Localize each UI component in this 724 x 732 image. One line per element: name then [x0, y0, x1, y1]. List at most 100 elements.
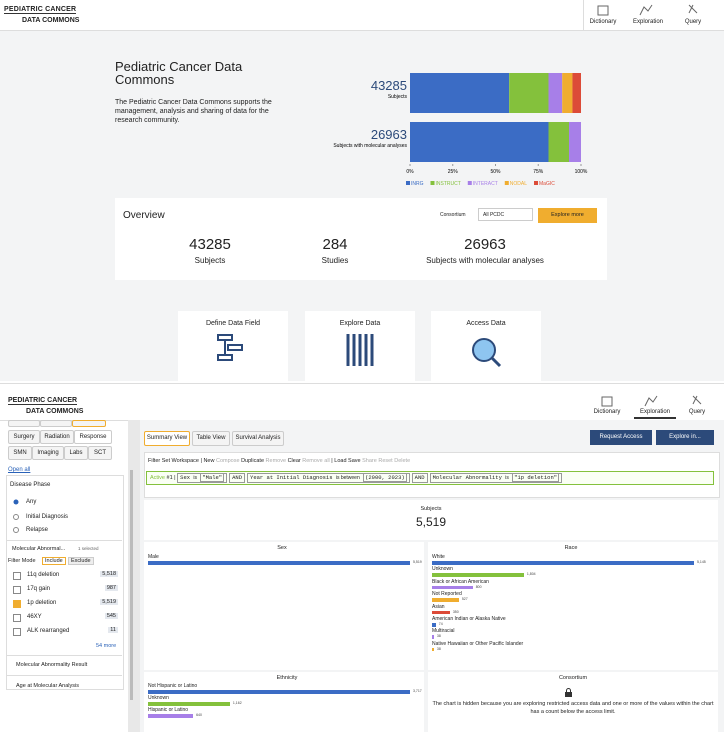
checkbox[interactable]	[13, 586, 21, 594]
action[interactable]: Save	[348, 458, 361, 464]
section-title[interactable]: Age at Molecular Analysis	[16, 683, 79, 689]
bar[interactable]	[148, 714, 194, 718]
nav-item[interactable]: Dictionary	[589, 19, 617, 25]
filter-mode-label: Filter Mode	[8, 558, 36, 564]
request-access-button[interactable]: Request Access	[590, 430, 652, 445]
home-description: The Pediatric Cancer Data Commons suppor…	[115, 99, 272, 124]
logo-line1[interactable]: PEDIATRIC CANCER	[8, 397, 78, 405]
section-title[interactable]: Disease Phase	[10, 482, 51, 488]
bar[interactable]	[432, 623, 436, 627]
radio-option[interactable]: Any	[26, 499, 37, 505]
open-all-link[interactable]: Open all	[8, 467, 31, 473]
explore-in-button[interactable]: Explore in...	[656, 430, 714, 445]
filter-value: "Male"	[200, 473, 225, 482]
action[interactable]: New	[203, 458, 215, 464]
subjects-panel	[144, 500, 718, 540]
option-label[interactable]: 1p deletion	[27, 600, 57, 606]
view-tab[interactable]: Table View	[192, 431, 230, 446]
explore-more-button[interactable]: Explore more	[538, 208, 597, 223]
option-label[interactable]: ALK rearranged	[27, 628, 70, 634]
view-tab[interactable]: Survival Analysis	[232, 431, 284, 446]
bar[interactable]	[148, 561, 410, 565]
filter-chip[interactable]: Year at Initial Diagnosis is between (20…	[247, 473, 410, 483]
filter-field: Year at Initial Diagnosis	[250, 474, 333, 481]
tab[interactable]: SCT	[88, 446, 112, 460]
bar[interactable]	[432, 635, 434, 639]
tab[interactable]	[8, 420, 40, 427]
more-link[interactable]: 54 more	[96, 643, 117, 649]
nav-icons	[601, 395, 702, 419]
bar[interactable]	[432, 610, 450, 615]
bar[interactable]	[432, 585, 473, 590]
filter-value: (2000, 2023)	[363, 473, 407, 482]
tab[interactable]	[72, 420, 106, 427]
tab[interactable]: Surgery	[8, 430, 40, 444]
checkbox[interactable]	[13, 628, 21, 636]
bar[interactable]	[148, 702, 230, 706]
panel-title: Race	[564, 545, 578, 551]
action[interactable]: Duplicate	[241, 458, 265, 464]
legend-label: MaGIC	[539, 181, 555, 187]
x-tick-label: 25%	[448, 169, 459, 175]
radio-option[interactable]: Relapse	[26, 527, 49, 533]
filter-chip[interactable]: Sex is "Male"	[177, 473, 228, 483]
nav-item[interactable]: Query	[684, 19, 702, 25]
action[interactable]: Load	[334, 458, 347, 464]
nav-item[interactable]: Exploration	[632, 19, 664, 25]
subjects-value: 5,519	[415, 515, 447, 529]
option-count: 11	[108, 627, 118, 633]
tab[interactable]: Response	[74, 430, 112, 444]
value-label: 1,162	[232, 701, 242, 705]
scrollbar	[130, 470, 133, 700]
nav-item[interactable]: Dictionary	[593, 409, 621, 415]
view-tab[interactable]: Summary View	[144, 431, 190, 446]
bar-category: Asian	[432, 603, 445, 610]
checkbox[interactable]	[13, 614, 21, 622]
legend-swatch	[534, 181, 539, 185]
value-label: 74	[438, 622, 443, 626]
action[interactable]: Clear	[287, 458, 301, 464]
section-title[interactable]: Molecular Abnormality Result	[16, 662, 88, 668]
stat-label: Subjects with molecular analyses	[426, 256, 544, 265]
logo-line1[interactable]: PEDIATRIC CANCER	[4, 6, 77, 14]
bar[interactable]	[432, 598, 459, 602]
value-label: 5,145	[697, 560, 706, 564]
workspace-bar: Filter Set Workspace | New Compose Dupli…	[148, 458, 411, 464]
x-tick-label: 0%	[406, 169, 414, 175]
nav-item[interactable]: Query	[688, 409, 706, 415]
consortium-select[interactable]: All PCDC	[478, 208, 533, 221]
nav-icons	[597, 4, 698, 16]
tab[interactable]: Imaging	[32, 446, 64, 460]
bar-category: Unknown	[432, 566, 453, 573]
bar[interactable]	[432, 647, 434, 652]
radio-option[interactable]: Initial Diagnosis	[26, 514, 69, 520]
option-label[interactable]: 17q gain	[27, 586, 51, 592]
panel-title: Consortium	[558, 675, 588, 681]
action: Delete	[394, 458, 411, 464]
tab[interactable]	[40, 420, 72, 427]
value-label: 527	[461, 597, 468, 602]
card-title: Define Data Field	[205, 320, 261, 327]
bar-category: Native Hawaiian or Other Pacific Islande…	[432, 640, 524, 647]
nav-item[interactable]: Exploration	[639, 409, 671, 415]
filter-chip[interactable]: Molecular Abnormality is "1p deletion"	[429, 473, 563, 483]
checkbox[interactable]	[13, 600, 21, 608]
tab[interactable]: Radiation	[40, 430, 74, 444]
mode-option[interactable]: Include	[42, 557, 66, 565]
bar[interactable]	[148, 690, 410, 694]
tab[interactable]: Labs	[64, 446, 88, 460]
tab[interactable]: SMN	[8, 446, 32, 460]
x-tick-label: 50%	[490, 169, 501, 175]
card-icons	[217, 334, 502, 368]
option-label[interactable]: 46XY	[27, 614, 42, 620]
legend-swatch	[467, 181, 472, 185]
divider	[6, 655, 122, 656]
option-label[interactable]: 11q deletion	[27, 572, 60, 578]
bar[interactable]	[432, 573, 524, 577]
mode-option[interactable]: Exclude	[68, 557, 94, 565]
value-label: 640	[196, 713, 202, 717]
filter-joiner: AND	[411, 473, 428, 483]
bar[interactable]	[432, 561, 694, 565]
section-title[interactable]: Molecular Abnormal...	[12, 546, 66, 552]
checkbox[interactable]	[13, 572, 21, 580]
